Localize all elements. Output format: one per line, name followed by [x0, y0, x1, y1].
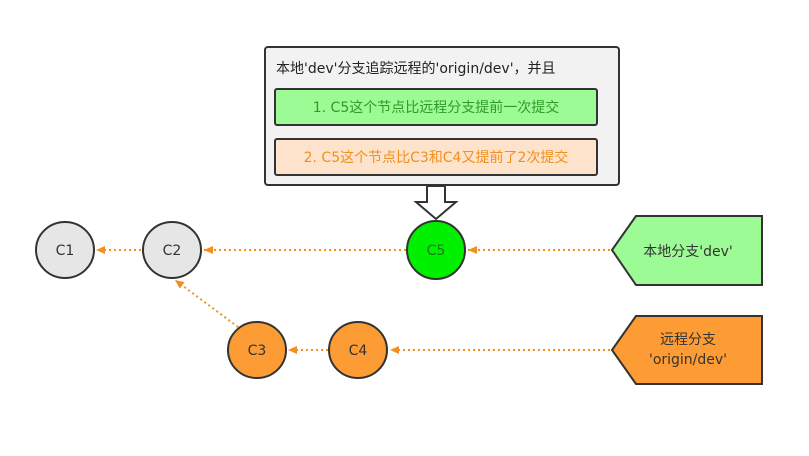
branch-label-remote: 远程分支 'origin/dev' [610, 315, 763, 385]
down-arrow-icon [413, 185, 459, 221]
commit-c1-label: C1 [56, 243, 75, 259]
branch-label-remote-line1: 远程分支 [660, 332, 716, 348]
commit-c1: C1 [35, 221, 95, 279]
note-item-2: 2. C5这个节点比C3和C4又提前了2次提交 [274, 138, 598, 176]
note-box: 本地'dev'分支追踪远程的'origin/dev'，并且 1. C5这个节点比… [264, 46, 620, 186]
branch-label-local-text: 本地分支'dev' [643, 244, 732, 260]
commit-c2: C2 [142, 221, 202, 279]
commit-c4: C4 [328, 321, 388, 379]
commit-c3: C3 [227, 321, 287, 379]
commit-c3-label: C3 [248, 343, 267, 359]
commit-c5-label: C5 [427, 243, 446, 259]
branch-label-local: 本地分支'dev' [610, 215, 763, 286]
branch-label-remote-line2: 'origin/dev' [649, 352, 727, 368]
commit-c5: C5 [406, 220, 466, 280]
edge-c3-c2 [174, 279, 239, 328]
commit-c2-label: C2 [163, 243, 182, 259]
commit-c4-label: C4 [349, 343, 368, 359]
note-title: 本地'dev'分支追踪远程的'origin/dev'，并且 [276, 61, 556, 77]
note-item-1: 1. C5这个节点比远程分支提前一次提交 [274, 88, 598, 126]
